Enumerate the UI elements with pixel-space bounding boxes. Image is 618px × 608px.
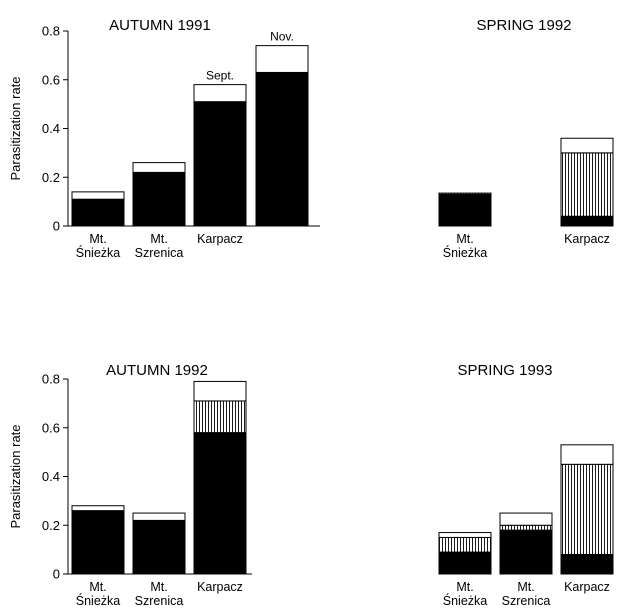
bar-annotation: Nov. — [270, 30, 294, 44]
bar-segment-hatched — [560, 463, 614, 555]
category-label: Szrenica — [135, 594, 184, 608]
bar-segment-hatched — [438, 192, 492, 195]
panel-autumn-1992: AUTUMN 1992 0 0.2 0.4 0.6 0.8 Parasitization … — [8, 362, 252, 608]
category-label: Mt. — [517, 580, 534, 594]
bar-segment-solid — [438, 193, 492, 227]
bar-segment-solid — [560, 215, 614, 227]
bar-segment-solid — [438, 551, 492, 575]
panel-autumn-1991: AUTUMN 1991 0 0.2 0.4 0.6 0.8 Parasitization … — [8, 17, 320, 260]
y-tick-label: 0.6 — [42, 420, 60, 435]
category-label: Szrenica — [502, 594, 551, 608]
bar-annotation: Sept. — [206, 69, 234, 83]
category-label: Mt. — [150, 580, 167, 594]
bar-segment-solid — [132, 519, 186, 575]
category-label: Mt. — [456, 580, 473, 594]
category-label: Śnieżka — [76, 245, 121, 260]
bar-segment-hatched — [560, 152, 614, 217]
y-tick-label: 0.8 — [42, 24, 60, 39]
bar-segment-open — [560, 137, 614, 154]
panel-spring-1992: SPRING 1992 Mt.Śnieżka Karpacz — [438, 17, 614, 260]
category-label: Karpacz — [197, 232, 243, 246]
bar-segment-solid — [255, 71, 309, 227]
bar-segment-open — [438, 532, 492, 538]
category-label: Karpacz — [564, 232, 610, 246]
bar-segment-solid — [193, 101, 247, 227]
y-tick-label: 0.2 — [42, 170, 60, 185]
bar-segment-open — [193, 84, 247, 103]
category-label: Karpacz — [197, 580, 243, 594]
bar-segment-solid — [193, 432, 247, 575]
bar-segment-open — [193, 380, 247, 402]
bar-segment-solid — [71, 198, 125, 227]
category-label: Mt. — [89, 580, 106, 594]
panel-title: AUTUMN 1991 — [109, 17, 211, 34]
category-label: Śnieżka — [76, 593, 121, 608]
bar-segment-solid — [499, 529, 553, 575]
y-axis-label: Parasitization rate — [8, 424, 23, 528]
category-label: Karpacz — [564, 580, 610, 594]
panel-title: SPRING 1993 — [457, 362, 552, 379]
bar-segment-open — [71, 505, 125, 512]
panel-title: AUTUMN 1992 — [106, 362, 208, 379]
bar-segment-solid — [71, 510, 125, 575]
y-tick-label: 0.2 — [42, 518, 60, 533]
bar-segment-hatched — [438, 536, 492, 553]
bar-segment-hatched — [193, 400, 247, 434]
panel-title: SPRING 1992 — [476, 17, 571, 34]
y-tick-label: 0 — [53, 219, 60, 234]
category-label: Mt. — [89, 232, 106, 246]
category-label: Śnieżka — [443, 245, 488, 260]
y-tick-label: 0.4 — [42, 121, 60, 136]
y-axis-label: Parasitization rate — [8, 76, 23, 180]
bar-segment-open — [71, 191, 125, 200]
bar-segment-solid — [560, 554, 614, 575]
category-label: Mt. — [456, 232, 473, 246]
bar-segment-open — [132, 162, 186, 173]
y-tick-label: 0 — [53, 567, 60, 582]
bar-segment-open — [132, 512, 186, 521]
bar-segment-hatched — [499, 524, 553, 531]
y-tick-label: 0.4 — [42, 469, 60, 484]
y-tick-label: 0.8 — [42, 372, 60, 387]
bar-segment-open — [255, 45, 309, 73]
bar-segment-solid — [132, 171, 186, 227]
bar-segment-open — [499, 512, 553, 526]
category-label: Mt. — [150, 232, 167, 246]
y-tick-label: 0.6 — [42, 72, 60, 87]
category-label: Śnieżka — [443, 593, 488, 608]
category-label: Szrenica — [135, 246, 184, 260]
bar-segment-open — [560, 444, 614, 465]
